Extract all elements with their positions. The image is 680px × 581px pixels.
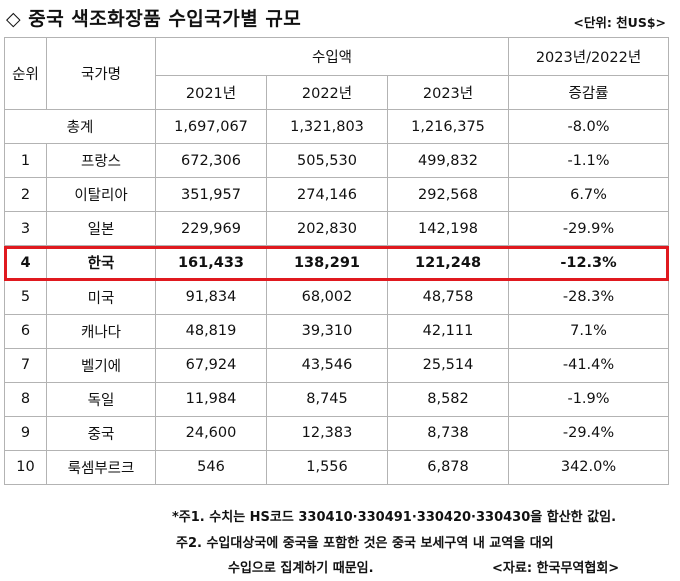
value-2021-cell: 67,924 (155, 347, 267, 383)
value-2023-cell: 6,878 (386, 449, 510, 486)
value-2023-cell: 292,568 (386, 177, 510, 213)
value-2021-cell: 546 (155, 449, 267, 486)
total-label: 총계 (4, 108, 156, 145)
country-cell: 프랑스 (46, 143, 156, 179)
footnote-2-line-2: 수입으로 집계하기 때문임. (228, 561, 374, 576)
value-2023-cell: 8,738 (386, 415, 510, 451)
table-row: 3 일본 229,969 202,830 142,198 -29.9% (4, 211, 670, 247)
footnote-2-line-1: 주2. 수입대상국에 중국을 포함한 것은 중국 보세구역 내 교역을 대외 (176, 536, 554, 551)
table-row: 6 캐나다 48,819 39,310 42,111 7.1% (4, 313, 670, 349)
rank-cell: 6 (4, 313, 47, 349)
page-title: ◇ 중국 색조화장품 수입국가별 규모 (6, 8, 302, 30)
country-cell: 벨기에 (46, 347, 156, 383)
rank-cell: 5 (4, 279, 47, 315)
header-year-2021: 2021년 (155, 75, 267, 110)
header-year-2022: 2022년 (266, 75, 388, 110)
footnote-1: *주1. 수치는 HS코드 330410·330491·330420·33043… (172, 510, 617, 525)
table-row: 8 독일 11,984 8,745 8,582 -1.9% (4, 381, 670, 417)
change-cell: -1.9% (508, 381, 670, 417)
value-2021-cell: 48,819 (155, 313, 267, 349)
country-cell: 캐나다 (46, 313, 156, 349)
value-2021-cell: 161,433 (155, 245, 267, 281)
total-2022: 1,321,803 (266, 108, 388, 145)
header-rank: 순위 (4, 37, 47, 110)
value-2022-cell: 68,002 (266, 279, 388, 315)
table-row: 7 벨기에 67,924 43,546 25,514 -41.4% (4, 347, 670, 383)
header-change-sub: 증감률 (508, 75, 670, 110)
change-cell: -41.4% (508, 347, 670, 383)
rank-cell: 4 (4, 245, 47, 281)
change-cell: 7.1% (508, 313, 670, 349)
value-2021-cell: 24,600 (155, 415, 267, 451)
header-change: 2023년/2022년 (508, 37, 670, 76)
value-2022-cell: 274,146 (266, 177, 388, 213)
value-2021-cell: 229,969 (155, 211, 267, 247)
country-cell: 중국 (46, 415, 156, 451)
header-imports: 수입액 (154, 37, 510, 76)
value-2021-cell: 91,834 (155, 279, 267, 315)
change-cell: -29.4% (508, 415, 670, 451)
country-cell: 미국 (46, 279, 156, 315)
value-2023-cell: 8,582 (386, 381, 510, 417)
value-2022-cell: 138,291 (266, 245, 388, 281)
table-row: 1 프랑스 672,306 505,530 499,832 -1.1% (4, 143, 670, 179)
total-2023: 1,216,375 (386, 108, 510, 145)
value-2021-cell: 11,984 (155, 381, 267, 417)
total-change: -8.0% (508, 108, 670, 145)
change-cell: 342.0% (508, 449, 670, 486)
rank-cell: 7 (4, 347, 47, 383)
country-cell: 이탈리아 (46, 177, 156, 213)
rank-cell: 3 (4, 211, 47, 247)
source-label: <자료: 한국무역협회> (492, 561, 620, 576)
table-row-total: 총계 1,697,067 1,321,803 1,216,375 -8.0% (4, 108, 670, 145)
change-cell: -12.3% (508, 245, 670, 281)
value-2022-cell: 505,530 (266, 143, 388, 179)
value-2022-cell: 8,745 (266, 381, 388, 417)
value-2023-cell: 499,832 (386, 143, 510, 179)
value-2022-cell: 39,310 (266, 313, 388, 349)
country-cell: 룩셈부르크 (46, 449, 156, 486)
table-row: 2 이탈리아 351,957 274,146 292,568 6.7% (4, 177, 670, 213)
header-country: 국가명 (46, 37, 156, 110)
value-2023-cell: 42,111 (386, 313, 510, 349)
total-2021: 1,697,067 (155, 108, 267, 145)
rank-cell: 2 (4, 177, 47, 213)
change-cell: 6.7% (508, 177, 670, 213)
country-cell: 일본 (46, 211, 156, 247)
change-cell: -1.1% (508, 143, 670, 179)
value-2023-cell: 48,758 (386, 279, 510, 315)
value-2022-cell: 202,830 (266, 211, 388, 247)
imports-table: 순위 국가명 수입액 2023년/2022년 2021년 2022년 2023년… (4, 37, 670, 486)
rank-cell: 8 (4, 381, 47, 417)
table-row: 9 중국 24,600 12,383 8,738 -29.4% (4, 415, 670, 451)
rank-cell: 10 (4, 449, 47, 486)
rank-cell: 1 (4, 143, 47, 179)
country-cell: 한국 (46, 245, 156, 281)
rank-cell: 9 (4, 415, 47, 451)
table-row: 10 룩셈부르크 546 1,556 6,878 342.0% (4, 449, 670, 486)
value-2022-cell: 12,383 (266, 415, 388, 451)
value-2023-cell: 121,248 (386, 245, 510, 281)
header-year-2023: 2023년 (386, 75, 510, 110)
value-2023-cell: 142,198 (386, 211, 510, 247)
change-cell: -28.3% (508, 279, 670, 315)
value-2022-cell: 43,546 (266, 347, 388, 383)
value-2021-cell: 672,306 (155, 143, 267, 179)
table-row: 5 미국 91,834 68,002 48,758 -28.3% (4, 279, 670, 315)
unit-label: <단위: 천US$> (573, 15, 666, 30)
value-2023-cell: 25,514 (386, 347, 510, 383)
change-cell: -29.9% (508, 211, 670, 247)
value-2022-cell: 1,556 (266, 449, 388, 486)
country-cell: 독일 (46, 381, 156, 417)
value-2021-cell: 351,957 (155, 177, 267, 213)
table-row-highlighted: 4 한국 161,433 138,291 121,248 -12.3% (4, 245, 670, 281)
